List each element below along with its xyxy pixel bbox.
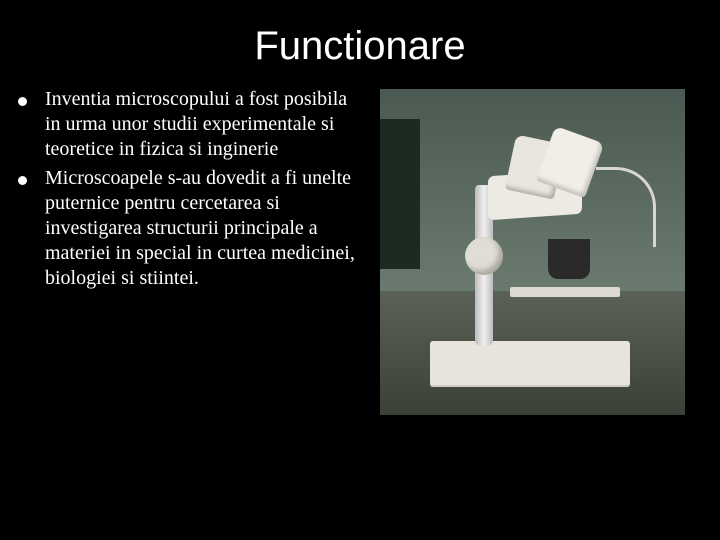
microscope-photo (380, 89, 685, 415)
bullet-text: Microscoapele s-au dovedit a fi unelte p… (45, 166, 357, 291)
bullet-icon (18, 97, 27, 106)
list-item: Inventia microscopului a fost posibila i… (18, 87, 357, 162)
list-item: Microscoapele s-au dovedit a fi unelte p… (18, 166, 357, 291)
bullets-column: Inventia microscopului a fost posibila i… (12, 87, 357, 415)
slide-title: Functionare (0, 0, 720, 87)
image-column (357, 87, 708, 415)
bullet-text: Inventia microscopului a fost posibila i… (45, 87, 357, 162)
bullet-icon (18, 176, 27, 185)
content-row: Inventia microscopului a fost posibila i… (0, 87, 720, 415)
